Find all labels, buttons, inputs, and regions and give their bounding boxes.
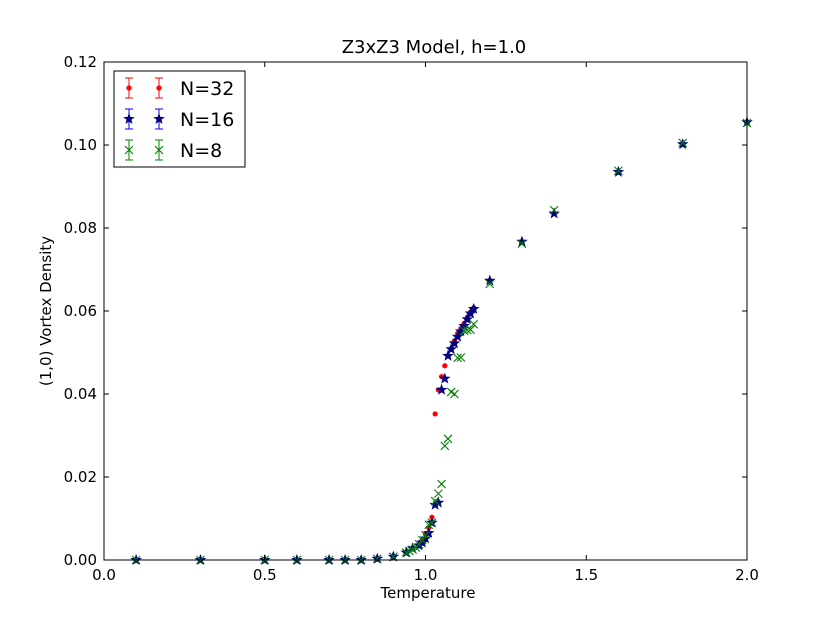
data-point [419, 532, 432, 544]
data-point [548, 207, 560, 219]
x-tick-label: 1.5 [574, 566, 598, 584]
y-tick-label: 0.06 [64, 302, 97, 320]
x-tick-label: 0.0 [92, 566, 116, 584]
data-point [484, 274, 496, 286]
data-point [440, 441, 450, 451]
y-tick-label: 0.00 [64, 551, 97, 569]
data-point [458, 319, 470, 331]
legend-box [113, 70, 246, 168]
data-point [485, 279, 495, 289]
data-point [421, 530, 430, 540]
data-point [443, 434, 453, 444]
x-tick-label: 1.0 [414, 566, 438, 584]
data-point [466, 325, 475, 335]
data-point [469, 319, 479, 329]
data-point [439, 372, 451, 384]
data-point [456, 353, 466, 362]
data-point [427, 518, 437, 528]
data-point [517, 239, 527, 249]
x-tick-label: 2.0 [735, 566, 759, 584]
legend-label: N=32 [180, 78, 234, 100]
y-axis-ticks: 0.00 0.02 0.04 0.06 0.08 0.10 0.12 [64, 53, 747, 569]
legend-marker [126, 85, 132, 91]
data-point [461, 313, 474, 325]
data-point [405, 546, 414, 556]
legend-marker [153, 112, 165, 124]
legend-marker [154, 145, 164, 155]
data-point [442, 363, 448, 369]
data-point [467, 302, 480, 314]
data-point [414, 539, 424, 549]
legend-entry: N=8 [124, 139, 222, 162]
y-axis-label: (1,0) Vortex Density [37, 236, 55, 386]
legend-marker [123, 112, 135, 124]
legend-marker [124, 145, 134, 155]
legend-entry: N=16 [123, 108, 234, 131]
data-point [435, 383, 448, 395]
y-tick-label: 0.10 [64, 136, 97, 154]
data-point [433, 489, 443, 498]
data-point [445, 343, 457, 355]
legend-entry: N=32 [125, 77, 234, 100]
y-tick-label: 0.08 [64, 219, 97, 237]
data-marks [130, 116, 753, 565]
data-point [417, 535, 427, 545]
chart-title: Z3xZ3 Model, h=1.0 [342, 37, 527, 58]
data-point [614, 166, 623, 176]
x-tick-label: 0.5 [253, 566, 277, 584]
data-point [432, 411, 438, 417]
data-point [448, 337, 461, 349]
y-tick-label: 0.02 [64, 468, 97, 486]
data-point [451, 330, 464, 342]
legend-label: N=16 [180, 109, 234, 131]
data-point [437, 479, 446, 489]
data-point [372, 554, 382, 564]
data-point [453, 353, 463, 363]
data-point [450, 389, 459, 399]
legend-label: N=8 [180, 140, 222, 162]
data-point [442, 349, 454, 361]
data-point [388, 552, 398, 562]
legend-marker [156, 85, 162, 91]
legend: N=32 N=16 N=8 [113, 70, 246, 168]
data-point [430, 496, 440, 506]
x-axis-label: Temperature [379, 584, 475, 602]
y-tick-label: 0.12 [64, 53, 97, 71]
x-axis-ticks: 0.0 0.5 1.0 1.5 2.0 [92, 62, 759, 584]
y-tick-label: 0.04 [64, 385, 97, 403]
data-point [549, 205, 559, 215]
data-point [678, 138, 688, 148]
